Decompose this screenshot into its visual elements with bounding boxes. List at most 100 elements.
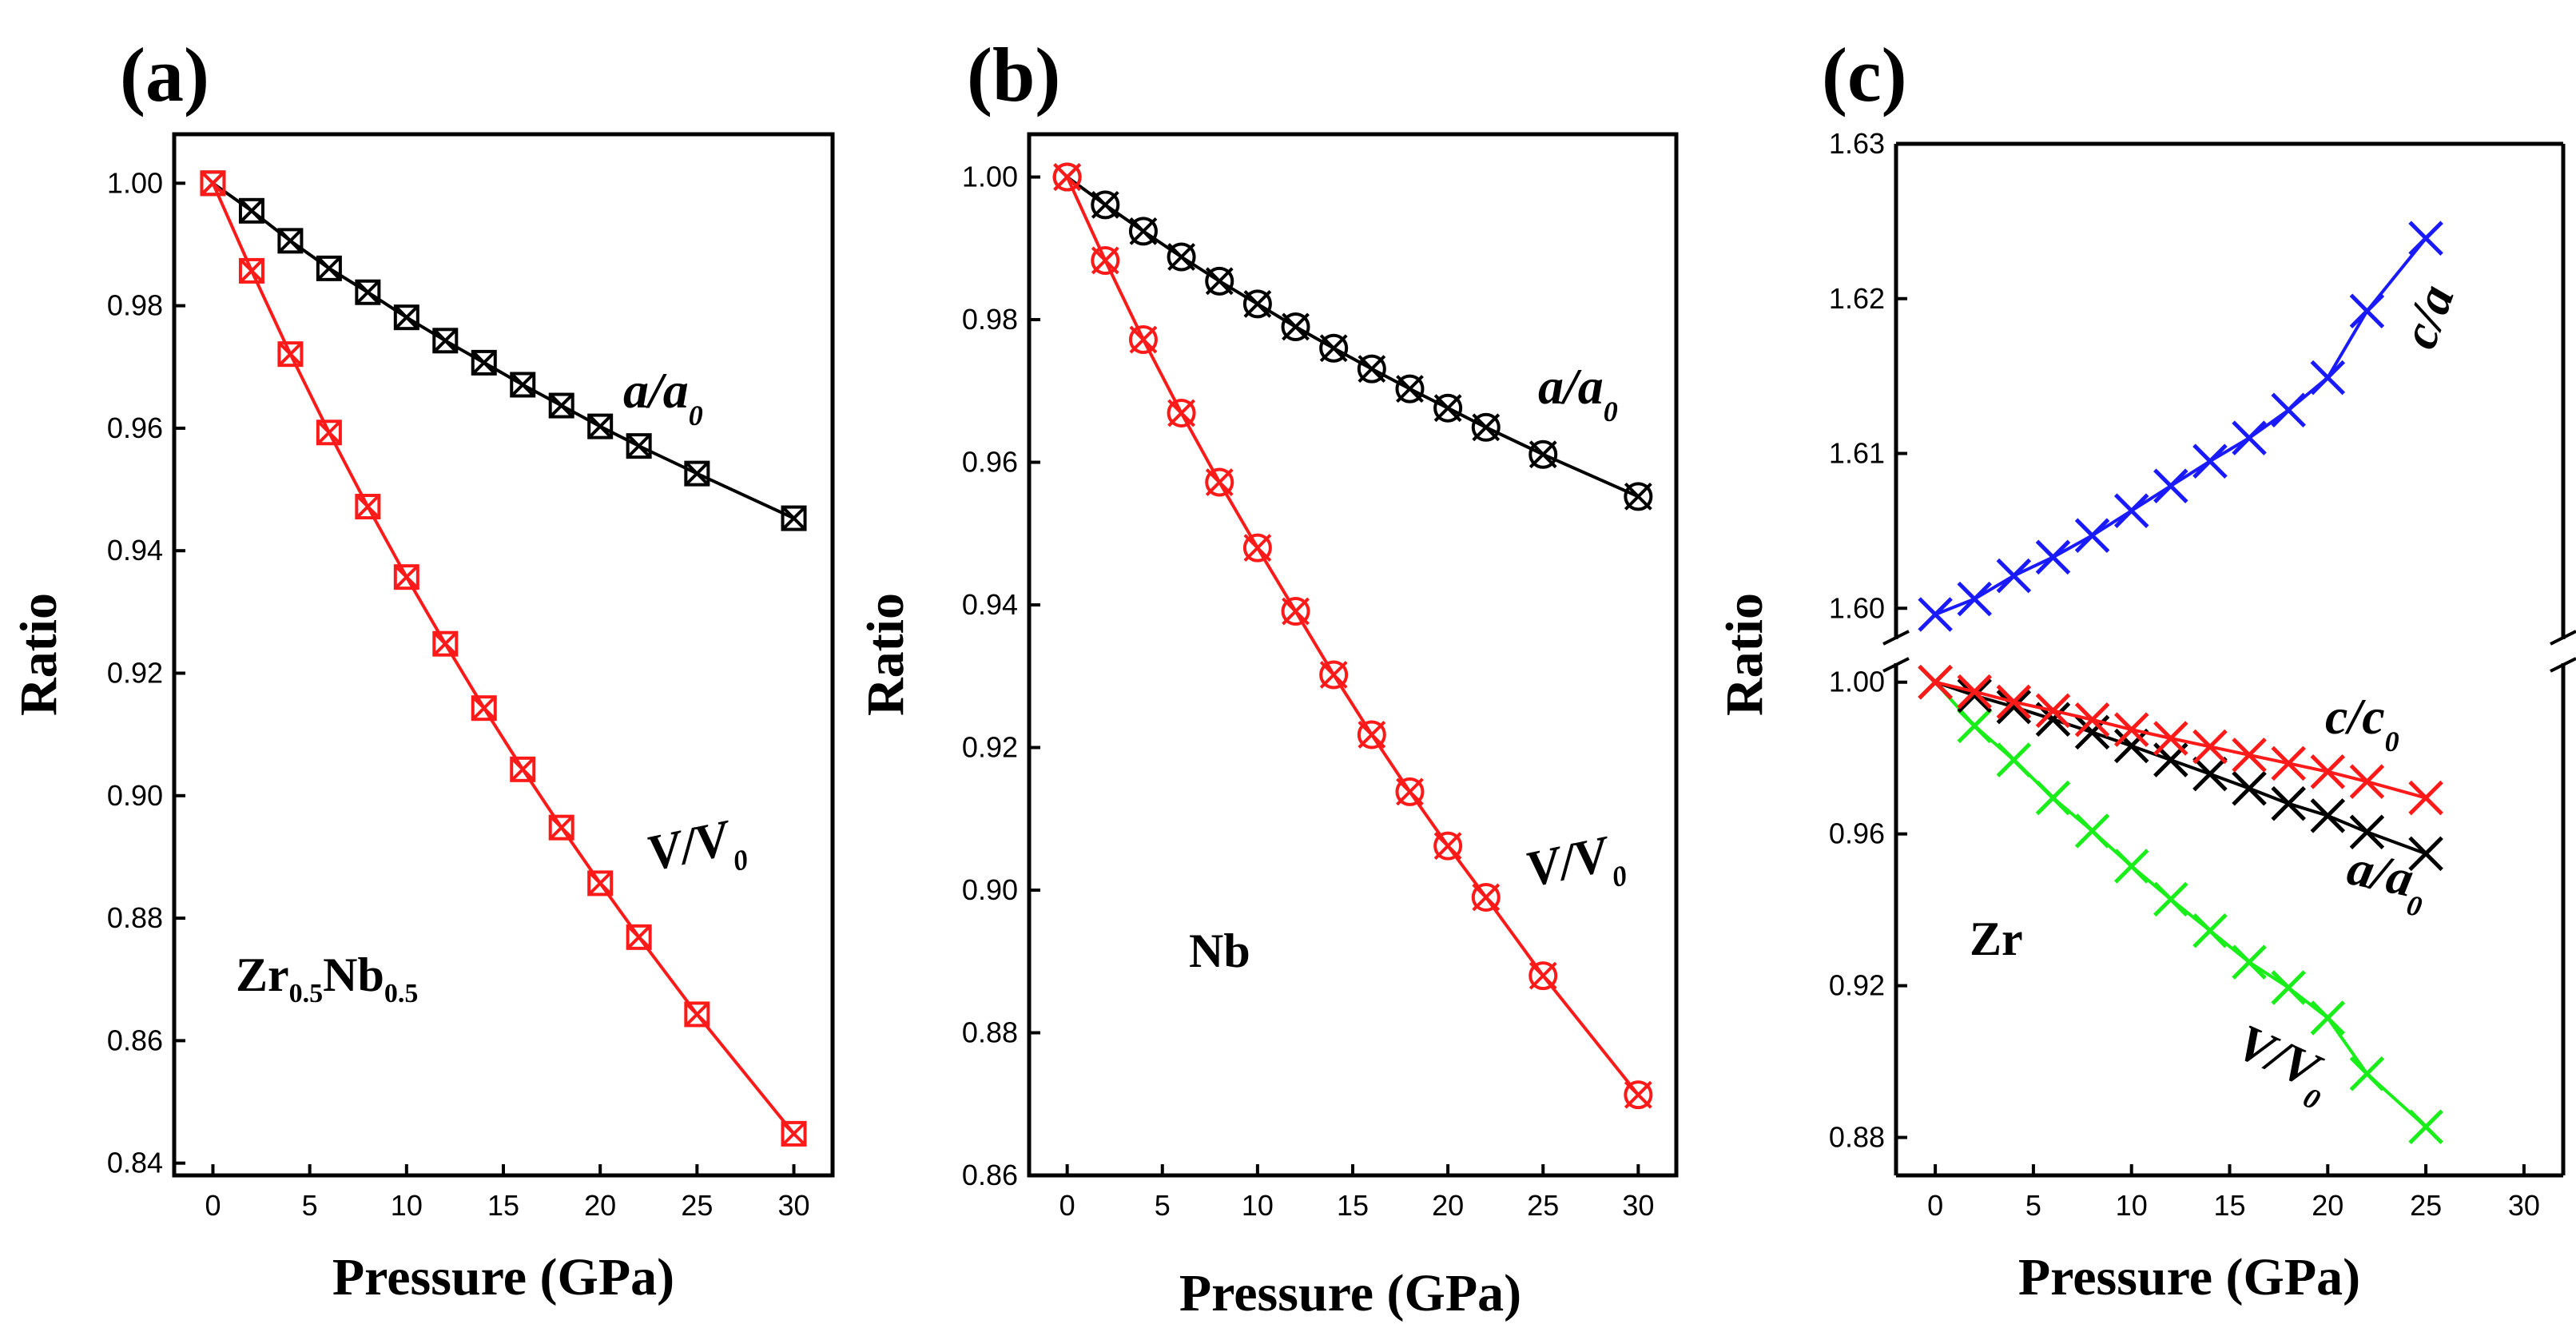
panel-b-ytick-label: 0.88 [962,1016,1018,1049]
panel-a-ytick-label: 0.90 [107,779,163,812]
panel-c-series-3-point [2113,849,2149,884]
panel-c-axis-break [1882,630,1910,646]
panel-c-series-3-point [2349,1056,2385,1091]
panel-c-ylabel: Ratio [1715,593,1774,716]
panel-c-series-1-point [1918,664,1953,700]
panel-a-series-1-point [393,564,419,590]
panel-c-series-0-point [2232,420,2267,455]
panel-a-ytick-label: 0.96 [107,412,163,444]
panel-c-xtick-label: 15 [2213,1189,2245,1222]
panel-a-series-1-point [432,630,459,657]
panel-b-series-1-point [1395,777,1425,806]
panel-c-series-0-point [1918,597,1953,632]
panel-b-series-0-point [1624,482,1653,511]
panel-a-label: (a) [120,32,209,117]
panel-b-series-0-point [1281,312,1310,341]
panel-b-series-0-point [1433,393,1463,423]
panel-c-material: Zr [1970,913,2023,965]
panel-b-series-0-point [1242,289,1272,319]
panel-c-series-0-point [2271,392,2306,428]
panel-b-series-1-point [1471,882,1501,912]
panel-c-series-3-point [2310,1000,2346,1036]
panel-b-series-1-point [1052,162,1082,192]
panel-b-ytick-label: 0.86 [962,1159,1018,1191]
panel-c-series-0-point [1957,581,1993,617]
panel-c-plot-frame [1882,141,2576,1178]
panel-a-series-1-point [238,257,264,284]
panel-c-series-0-point [2153,468,2188,503]
panel-a-series-1-point [355,494,381,520]
panel-a-series-0-point [548,392,574,419]
panel-b-series-1-point [1242,533,1272,563]
panel-c-upper-ytick-label: 1.62 [1829,282,1885,315]
panel-b-series-0-point [1128,217,1158,246]
panel-b-series [1052,162,1653,1110]
panel-b-ylabel: Ratio [857,593,915,716]
panel-a-ytick-label: 0.98 [107,289,163,322]
panel-c-upper-ytick-label: 1.60 [1829,591,1885,624]
panel-c-axis-break [1882,657,1910,673]
panel-a-series-1-point [684,1001,710,1028]
panel-a-xtick-label: 5 [302,1189,318,1222]
panel-a-series [200,170,807,1147]
panel-a-series-0-point [277,228,304,254]
panel-c-series-1-point [2310,754,2346,789]
panel-b-xtick-label: 0 [1059,1189,1075,1222]
panel-c-series-2-point [2232,770,2267,806]
panel-c-series-1-point [2113,712,2149,747]
panel-a-ytick-label: 0.94 [107,534,163,567]
panel-b-ytick-label: 0.98 [962,303,1018,336]
panel-c-series-2-point [1996,689,2032,725]
panel-b-label-a-a0: a/a0 [1538,358,1618,427]
panel-c-series-3-point [2153,881,2188,917]
panel-b-series-1-point [1319,660,1349,690]
panel-a-series-1-point [587,870,614,897]
panel-a-label-a-a0: a/a0 [623,362,703,431]
panel-c-xtick-label: 30 [2508,1189,2540,1222]
panel-a-xtick-label: 10 [391,1189,423,1222]
panel-a-series-0-point [238,197,264,224]
panel-b-material: Nb [1189,924,1250,977]
panel-a-series-1-point [510,756,536,782]
panel-b-series-1-point [1281,597,1310,626]
panel-c-series-3-point [2074,813,2110,849]
panel-c-series-0-point [2310,360,2346,396]
panel-b-series-0-point [1091,190,1120,220]
panel-a-series-1-line [211,182,796,1135]
panel-b-xtick-label: 20 [1432,1189,1464,1222]
panel-c-series-0-point [2113,493,2149,528]
panel-c-series-0-point [2074,518,2110,553]
panel-c-series-3-point [1996,742,2032,777]
panel-b-ytick-label: 1.00 [962,161,1018,193]
panel-b-series-1-point [1433,831,1463,861]
panel-c-xtick-label: 10 [2116,1189,2148,1222]
panel-a-material: Zr0.5Nb0.5 [236,948,418,1008]
panel-c-series-1-point [2192,729,2228,765]
panel-c-series-3-point [2408,1109,2443,1144]
panel-c-series-1-point [2408,780,2443,816]
panel-b-series-0-point [1167,242,1196,272]
panel-c-label-a-a0: a/a0 [2340,838,2433,923]
panel-a-xtick-label: 25 [681,1189,713,1222]
panel-c: (c) 0 5 10 15 20 25 30 1.60 1.61 1.62 1.63 0.88 0.92… [1715,32,2576,1306]
panel-a-xtick-label: 15 [487,1189,519,1222]
panel-a-series-0-point [781,505,807,531]
panel-b-xlabel: Pressure (GPa) [1179,1264,1521,1322]
panel-c-series-0-point [2192,443,2228,479]
panel-b-series-1-point [1529,961,1558,991]
panel-b-axes: 0 5 10 15 20 25 30 0.86 0.88 0.90 0.92 0.94 0.96 0.98… [962,161,1654,1222]
panel-a-series-1-point [548,814,574,841]
panel-b-series-0-point [1395,374,1425,404]
panel-c-series-2-point [2310,798,2346,833]
panel-b-xtick-label: 5 [1155,1189,1171,1222]
panel-c-series-2-point [2349,814,2385,850]
panel-a-series-0-point [684,460,710,487]
panel-c-xtick-label: 0 [1927,1189,1943,1222]
panel-c-label: (c) [1822,32,1907,117]
panel-b-ytick-label: 0.96 [962,446,1018,479]
panel-c-series-1-point [2074,702,2110,738]
panel-a-series-1-point [626,924,652,950]
panel-b-series-0-point [1357,354,1386,384]
panel-a-series-0-point [510,372,536,398]
